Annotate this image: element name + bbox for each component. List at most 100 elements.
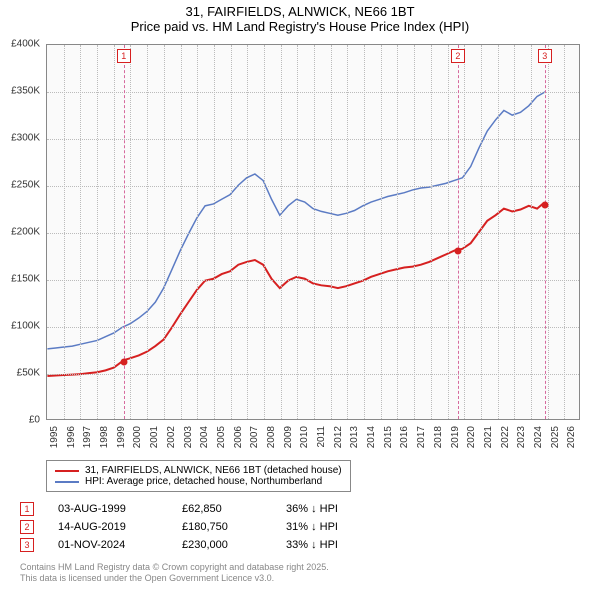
grid-line-v	[114, 45, 115, 419]
x-tick-label: 2016	[399, 426, 410, 448]
y-tick-label: £250K	[11, 180, 40, 191]
x-tick-label: 2020	[466, 426, 477, 448]
title-address: 31, FAIRFIELDS, ALNWICK, NE66 1BT	[0, 4, 600, 19]
x-tick-label: 2026	[566, 426, 577, 448]
legend-row-hpi: HPI: Average price, detached house, Nort…	[55, 476, 342, 487]
grid-line-h	[47, 327, 579, 328]
grid-line-v	[364, 45, 365, 419]
x-tick-label: 2012	[333, 426, 344, 448]
y-tick-label: £300K	[11, 133, 40, 144]
sales-table: 1 03-AUG-1999 £62,850 36% ↓ HPI 214-AUG-2019…	[20, 500, 376, 554]
sales-row-date: 14-AUG-2019	[58, 521, 158, 533]
grid-line-v	[381, 45, 382, 419]
x-tick-label: 2013	[349, 426, 360, 448]
grid-line-v	[498, 45, 499, 419]
sale-marker-box: 2	[451, 49, 465, 63]
sale-marker-box: 3	[538, 49, 552, 63]
grid-line-h	[47, 374, 579, 375]
legend-row-property: 31, FAIRFIELDS, ALNWICK, NE66 1BT (detac…	[55, 465, 342, 476]
sales-row: 301-NOV-2024£230,00033% ↓ HPI	[20, 536, 376, 554]
sales-row-diff: 31% ↓ HPI	[286, 521, 376, 533]
grid-line-h	[47, 280, 579, 281]
grid-line-h	[47, 233, 579, 234]
x-tick-label: 1999	[116, 426, 127, 448]
x-tick-label: 2018	[433, 426, 444, 448]
y-tick-label: £100K	[11, 321, 40, 332]
grid-line-h	[47, 186, 579, 187]
grid-line-v	[147, 45, 148, 419]
legend-label-hpi: HPI: Average price, detached house, Nort…	[85, 476, 322, 487]
y-axis-labels: £0£50K£100K£150K£200K£250K£300K£350K£400…	[0, 44, 44, 420]
x-tick-label: 2006	[233, 426, 244, 448]
sales-row: 1 03-AUG-1999 £62,850 36% ↓ HPI	[20, 500, 376, 518]
x-tick-label: 2010	[299, 426, 310, 448]
footer-line2: This data is licensed under the Open Gov…	[20, 573, 329, 584]
y-tick-label: £200K	[11, 227, 40, 238]
x-tick-label: 2005	[216, 426, 227, 448]
grid-line-v	[548, 45, 549, 419]
grid-line-v	[448, 45, 449, 419]
x-tick-label: 2022	[500, 426, 511, 448]
grid-line-v	[397, 45, 398, 419]
grid-line-v	[297, 45, 298, 419]
y-tick-label: £400K	[11, 39, 40, 50]
sales-row-diff: 33% ↓ HPI	[286, 539, 376, 551]
footer-attribution: Contains HM Land Registry data © Crown c…	[20, 562, 329, 585]
y-tick-label: £350K	[11, 86, 40, 97]
sales-row-price: £62,850	[182, 503, 262, 515]
sales-row-date: 03-AUG-1999	[58, 503, 158, 515]
x-tick-label: 2024	[533, 426, 544, 448]
grid-line-h	[47, 139, 579, 140]
legend-label-property: 31, FAIRFIELDS, ALNWICK, NE66 1BT (detac…	[85, 465, 342, 476]
grid-line-v	[197, 45, 198, 419]
x-tick-label: 2007	[249, 426, 260, 448]
x-axis-labels: 1995199619971998199920002001200220032004…	[46, 422, 580, 462]
grid-line-v	[414, 45, 415, 419]
grid-line-v	[347, 45, 348, 419]
series-line-property	[47, 204, 542, 376]
x-tick-label: 2003	[183, 426, 194, 448]
x-tick-label: 2015	[383, 426, 394, 448]
grid-line-v	[64, 45, 65, 419]
title-block: 31, FAIRFIELDS, ALNWICK, NE66 1BT Price …	[0, 0, 600, 36]
legend-swatch-property	[55, 470, 79, 472]
grid-line-v	[331, 45, 332, 419]
grid-line-v	[97, 45, 98, 419]
x-tick-label: 2017	[416, 426, 427, 448]
chart-plot-area: 1 2 3	[46, 44, 580, 420]
sale-point	[541, 201, 548, 208]
grid-line-v	[181, 45, 182, 419]
grid-line-h	[47, 92, 579, 93]
chart-container: 31, FAIRFIELDS, ALNWICK, NE66 1BT Price …	[0, 0, 600, 590]
y-tick-label: £50K	[17, 368, 40, 379]
grid-line-v	[314, 45, 315, 419]
footer-line1: Contains HM Land Registry data © Crown c…	[20, 562, 329, 573]
x-tick-label: 1996	[66, 426, 77, 448]
grid-line-v	[264, 45, 265, 419]
sale-point	[454, 248, 461, 255]
x-tick-label: 1997	[82, 426, 93, 448]
grid-line-v	[281, 45, 282, 419]
grid-line-v	[481, 45, 482, 419]
x-tick-label: 2008	[266, 426, 277, 448]
grid-line-v	[80, 45, 81, 419]
x-tick-label: 2002	[166, 426, 177, 448]
sales-row-diff: 36% ↓ HPI	[286, 503, 376, 515]
x-tick-label: 2014	[366, 426, 377, 448]
sale-marker-line	[545, 45, 546, 419]
sale-marker-box: 1	[117, 49, 131, 63]
y-tick-label: £150K	[11, 274, 40, 285]
x-tick-label: 2004	[199, 426, 210, 448]
sales-row-marker: 1	[20, 502, 34, 516]
x-tick-label: 2021	[483, 426, 494, 448]
grid-line-v	[247, 45, 248, 419]
legend-box: 31, FAIRFIELDS, ALNWICK, NE66 1BT (detac…	[46, 460, 351, 492]
grid-line-v	[564, 45, 565, 419]
title-subtitle: Price paid vs. HM Land Registry's House …	[0, 19, 600, 34]
sales-row-date: 01-NOV-2024	[58, 539, 158, 551]
y-tick-label: £0	[29, 415, 40, 426]
grid-line-v	[164, 45, 165, 419]
x-tick-label: 1995	[49, 426, 60, 448]
x-tick-label: 2009	[283, 426, 294, 448]
sales-row: 214-AUG-2019£180,75031% ↓ HPI	[20, 518, 376, 536]
